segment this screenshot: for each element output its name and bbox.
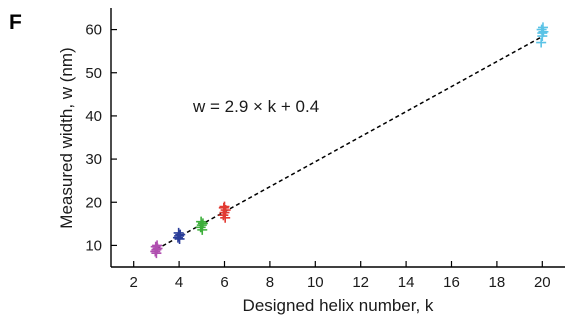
- y-tick-label: 10: [85, 237, 102, 254]
- fit-equation-annotation: w = 2.9 × k + 0.4: [192, 97, 319, 116]
- data-point-k20: [537, 28, 548, 39]
- data-point-k5: [197, 224, 208, 235]
- plot-area: 2 4 6 8 10 12 14 16 18 20 10 20 30 40 50 60: [85, 8, 565, 291]
- fit-line: [156, 35, 543, 250]
- data-point-k20: [536, 37, 547, 48]
- y-tick-label: 60: [85, 22, 102, 39]
- y-tick-label: 50: [85, 65, 102, 82]
- x-axis-title: Designed helix number, k: [243, 296, 434, 315]
- panel-letter: F: [9, 11, 22, 34]
- x-tick-label: 18: [489, 274, 506, 291]
- x-tick-label: 14: [398, 274, 415, 291]
- data-point-k4: [173, 227, 184, 238]
- x-tick-label: 20: [534, 274, 551, 291]
- x-tick-label: 12: [352, 274, 369, 291]
- y-tick-label: 30: [85, 151, 102, 168]
- x-tick-label: 10: [307, 274, 324, 291]
- x-tick-label: 16: [443, 274, 460, 291]
- x-tick-label: 6: [220, 274, 228, 291]
- y-tick-label: 20: [85, 194, 102, 211]
- data-point-k6: [219, 201, 230, 212]
- x-tick-label: 2: [130, 274, 138, 291]
- x-tick-label: 4: [175, 274, 183, 291]
- x-tick-label: 8: [266, 274, 274, 291]
- data-point-k4: [174, 233, 185, 244]
- y-tick-label: 40: [85, 108, 102, 125]
- y-axis-title: Measured width, w (nm): [57, 47, 76, 228]
- data-point-k5: [196, 216, 207, 227]
- data-point-k3: [151, 248, 162, 259]
- data-point-k6: [220, 212, 231, 223]
